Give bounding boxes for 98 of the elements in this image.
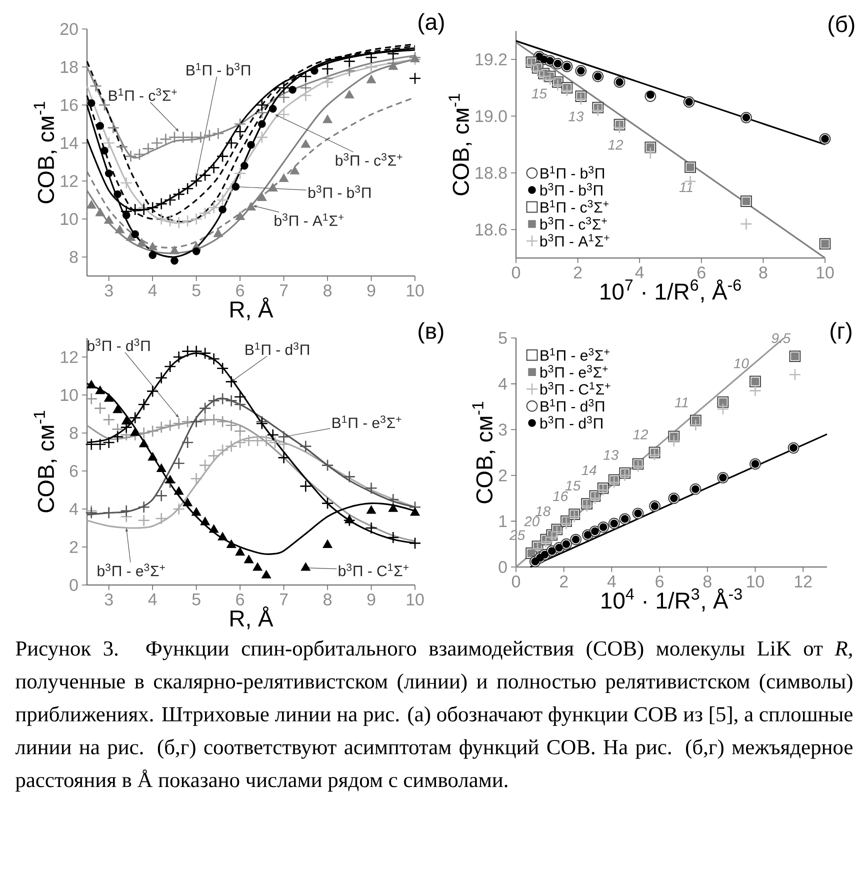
annotation: 16 — [552, 491, 568, 502]
y-tick-label: 20 — [60, 22, 78, 35]
y-tick-label: 12 — [60, 175, 78, 187]
y-tick-label: 2 — [498, 469, 507, 482]
y-tick-label: 2 — [70, 541, 78, 553]
legend-label: B$^{1}$Π - b$^{3}$Π — [540, 166, 604, 179]
x-axis-title: R, Å — [230, 606, 274, 630]
y-tick-label: 1 — [499, 515, 507, 528]
x-tick-label: 12 — [794, 576, 812, 588]
annotation: 15 — [532, 88, 547, 98]
annotation: 20 — [524, 516, 540, 526]
y-tick-label: 10 — [60, 388, 78, 401]
legend-label: b$^{3}$Π - C$^{1}$Σ$^{+}$ — [540, 382, 610, 395]
annotation: B$^{1}$Π - b$^{3}$Π — [186, 62, 250, 76]
x-tick-label: 3 — [104, 594, 113, 606]
x-tick-label: 6 — [236, 594, 244, 606]
y-tick-label: 0 — [498, 561, 507, 573]
y-tick-label: 8 — [70, 250, 78, 263]
x-tick-label: 6 — [698, 266, 706, 279]
y-axis-title: СОВ, см$^{-1}$ — [34, 102, 57, 204]
y-tick-label: 4 — [69, 503, 78, 515]
x-tick-label: 8 — [703, 576, 712, 588]
annotation: B$^{1}$Π - e$^{3}$Σ$^{+}$ — [332, 415, 402, 428]
chart-title: (б) — [828, 15, 854, 37]
annotation: 13 — [603, 450, 618, 460]
x-tick-label: 8 — [324, 284, 332, 297]
chart-title: (г) — [830, 322, 852, 344]
x-tick-label: 9 — [367, 284, 376, 297]
y-tick-label: 3 — [498, 424, 507, 436]
annotation: 14 — [582, 465, 596, 476]
annotation: b$^{3}$Π - C$^{1}$Σ$^{+}$ — [338, 564, 408, 576]
x-tick-label: 5 — [192, 284, 200, 296]
x-tick-label: 4 — [635, 266, 644, 278]
text: Рисунок 3. Функции спин-орбитального взаимодействия (СОВ) молекулы LiK от R, полученные в скалярно-релятивистском (линии) и полностью релятивистском (символы) приближениях. Штриховые линии на рис. (а) обозначают функции СОВ из [5], а сплошные линии на рис. (б,г) соответствуют асимптотам функций СОВ. На рис. (б,г) межъядерное расстояния в Å показано числами рядом с символами. — [15, 640, 852, 792]
x-tick-label: 5 — [192, 594, 200, 606]
annotation: b$^{3}$Π - e$^{3}$Σ$^{+}$ — [98, 564, 165, 576]
legend-label: b$^{3}$Π - A$^{1}$Σ$^{+}$ — [540, 234, 610, 247]
annotation: 9.5 — [772, 333, 791, 344]
annotation: 12 — [608, 140, 624, 150]
annotation: 18 — [536, 506, 551, 516]
annotation: 15 — [565, 480, 581, 491]
x-tick-label: 9 — [367, 594, 376, 606]
x-tick-label: 10 — [406, 594, 424, 606]
x-tick-label: 6 — [656, 576, 664, 588]
x-tick-label: 7 — [280, 594, 288, 606]
y-tick-label: 19.2 — [476, 53, 507, 66]
x-axis-title: 10$^{7}$ · 1/R$^{6}$, Å$^{-6}$ — [600, 279, 741, 302]
y-tick-label: 16 — [60, 98, 78, 111]
y-tick-label: 8 — [70, 427, 78, 439]
y-axis-title: СОВ, см$^{-1}$ — [448, 94, 472, 196]
annotation: b$^{3}$Π - c$^{3}$Σ$^{+}$ — [336, 153, 402, 166]
x-tick-label: 0 — [512, 576, 520, 588]
x-tick-label: 0 — [512, 266, 520, 279]
x-axis-title: 10$^{4}$ · 1/R$^{3}$, Å$^{-3}$ — [602, 588, 742, 612]
x-tick-label: 3 — [104, 284, 113, 297]
y-tick-label: 19.0 — [476, 110, 507, 122]
annotation: 12 — [633, 430, 648, 440]
y-tick-label: 18 — [60, 60, 78, 73]
y-tick-label: 10 — [60, 212, 78, 225]
x-tick-label: 10 — [816, 266, 834, 279]
x-tick-label: 10 — [747, 576, 764, 588]
legend-label: b$^{3}$Π - b$^{3}$Π — [540, 183, 602, 196]
annotation: b$^{3}$Π - b$^{3}$Π — [308, 185, 371, 198]
y-tick-label: 18.6 — [476, 224, 507, 236]
annotation: b$^{3}$Π - d$^{3}$Π — [88, 338, 150, 352]
y-axis-title: СОВ, см$^{-1}$ — [34, 410, 57, 512]
y-tick-label: 6 — [70, 465, 78, 477]
x-tick-label: 4 — [148, 594, 157, 606]
y-tick-label: 4 — [498, 378, 507, 390]
x-tick-label: 4 — [148, 284, 157, 296]
legend-label: B$^{1}$Π - c$^{3}$Σ$^{+}$ — [540, 200, 608, 213]
chart-title: (a) — [418, 13, 444, 35]
x-axis-title: R, Å — [230, 297, 274, 320]
annotation: 10 — [734, 358, 749, 368]
x-tick-label: 2 — [560, 576, 568, 588]
legend-label: b$^{3}$Π - d$^{3}$Π — [540, 416, 602, 429]
y-axis-title: СОВ, см$^{-1}$ — [472, 402, 496, 504]
x-tick-label: 2 — [574, 266, 582, 278]
annotation: B$^{1}$Π - c$^{3}$Σ$^{+}$ — [109, 88, 177, 101]
legend-label: b$^{3}$Π - e$^{3}$Σ$^{+}$ — [540, 365, 608, 378]
legend-label: B$^{1}$Π - d$^{3}$Π — [540, 399, 604, 412]
annotation: B$^{1}$Π - d$^{3}$Π — [246, 342, 309, 356]
annotation: 13 — [568, 111, 584, 122]
legend-label: B$^{1}$Π - e$^{3}$Σ$^{+}$ — [540, 348, 610, 361]
x-tick-label: 4 — [607, 576, 616, 588]
x-tick-label: 7 — [280, 284, 288, 296]
x-tick-label: 8 — [324, 594, 332, 606]
legend-label: b$^{3}$Π - c$^{3}$Σ$^{+}$ — [540, 217, 607, 230]
x-tick-label: 6 — [236, 284, 244, 297]
y-tick-label: 12 — [60, 351, 78, 363]
annotation: b$^{3}$Π - A$^{1}$Σ$^{+}$ — [274, 213, 344, 226]
y-tick-label: 5 — [498, 332, 507, 344]
x-tick-label: 8 — [759, 266, 768, 279]
x-tick-label: 10 — [406, 284, 424, 297]
y-tick-label: 14 — [60, 137, 78, 149]
chart-title: (в) — [418, 322, 444, 344]
annotation: 11 — [674, 398, 688, 408]
y-tick-label: 18.8 — [476, 166, 507, 179]
